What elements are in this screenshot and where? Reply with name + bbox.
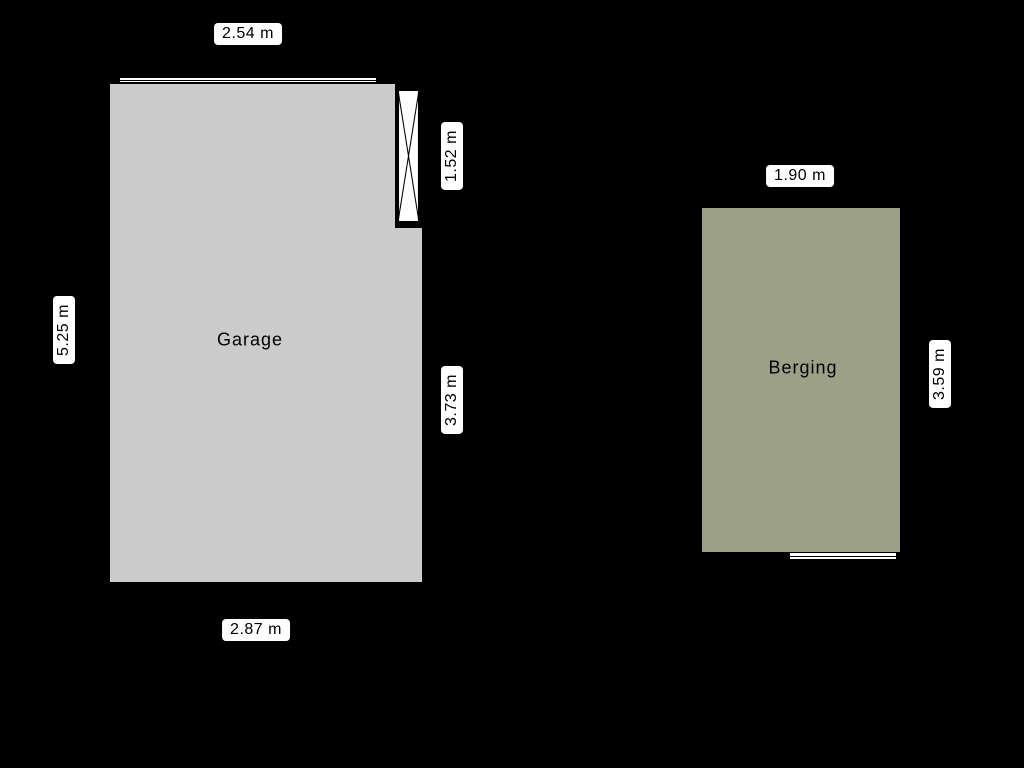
berging-room — [702, 208, 900, 552]
dim-garage-top: 2.54 m — [214, 23, 282, 45]
berging-door — [790, 552, 896, 560]
dim-garage-left: 5.25 m — [53, 296, 75, 364]
berging-label: Berging — [768, 358, 837, 379]
garage-window — [398, 90, 419, 222]
dim-garage-right-upper: 1.52 m — [441, 122, 463, 190]
garage-label: Garage — [217, 330, 283, 351]
floorplan-canvas: Garage Berging 2.54 m 5.25 m 2.87 m 1.52… — [0, 0, 1024, 768]
dim-garage-bottom: 2.87 m — [222, 619, 290, 641]
garage-door — [120, 77, 376, 83]
dim-berging-top: 1.90 m — [766, 165, 834, 187]
dim-berging-right: 3.59 m — [929, 340, 951, 408]
dim-garage-right-lower: 3.73 m — [441, 366, 463, 434]
